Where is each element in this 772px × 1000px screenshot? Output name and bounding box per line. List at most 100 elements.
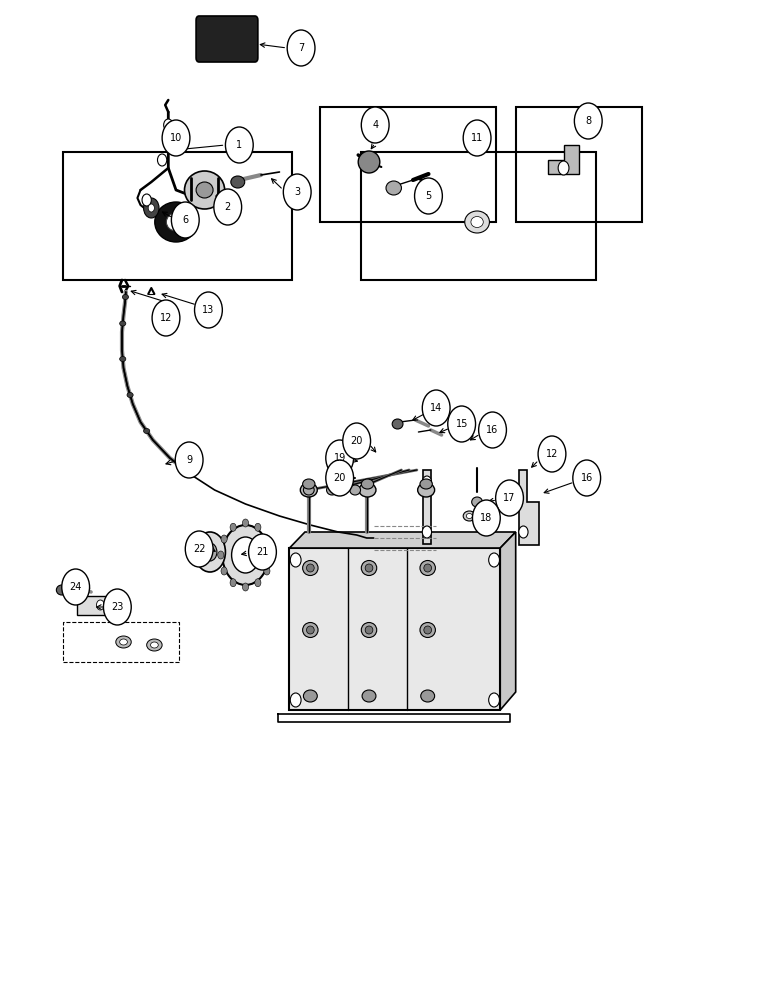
Text: 23: 23 bbox=[111, 602, 124, 612]
Ellipse shape bbox=[185, 171, 225, 209]
Ellipse shape bbox=[418, 483, 435, 497]
Polygon shape bbox=[290, 548, 500, 710]
Text: 24: 24 bbox=[69, 582, 82, 592]
Text: 20: 20 bbox=[350, 436, 363, 446]
Ellipse shape bbox=[303, 690, 317, 702]
Circle shape bbox=[558, 161, 569, 175]
Text: 3: 3 bbox=[294, 187, 300, 197]
Text: 16: 16 bbox=[581, 473, 593, 483]
Circle shape bbox=[242, 519, 249, 527]
Circle shape bbox=[463, 120, 491, 156]
Circle shape bbox=[448, 406, 476, 442]
Ellipse shape bbox=[120, 639, 127, 645]
Circle shape bbox=[574, 103, 602, 139]
Text: 18: 18 bbox=[480, 513, 493, 523]
Text: 16: 16 bbox=[486, 425, 499, 435]
Circle shape bbox=[267, 551, 273, 559]
Polygon shape bbox=[500, 532, 516, 710]
Circle shape bbox=[195, 532, 225, 572]
Circle shape bbox=[290, 693, 301, 707]
Circle shape bbox=[222, 525, 269, 585]
Circle shape bbox=[422, 390, 450, 426]
Circle shape bbox=[538, 436, 566, 472]
Circle shape bbox=[422, 476, 432, 488]
Ellipse shape bbox=[424, 626, 432, 634]
Text: 12: 12 bbox=[546, 449, 558, 459]
Text: 20: 20 bbox=[334, 473, 346, 483]
Ellipse shape bbox=[365, 564, 373, 572]
Ellipse shape bbox=[350, 485, 361, 495]
Circle shape bbox=[496, 480, 523, 516]
Text: 7: 7 bbox=[298, 43, 304, 53]
Ellipse shape bbox=[361, 479, 374, 489]
Ellipse shape bbox=[420, 479, 432, 489]
Text: 5: 5 bbox=[425, 191, 432, 201]
FancyBboxPatch shape bbox=[196, 16, 258, 62]
Text: 9: 9 bbox=[186, 455, 192, 465]
Ellipse shape bbox=[151, 642, 158, 648]
Text: 19: 19 bbox=[334, 453, 346, 463]
Circle shape bbox=[157, 154, 167, 166]
Ellipse shape bbox=[472, 497, 482, 507]
Text: 2: 2 bbox=[225, 202, 231, 212]
Ellipse shape bbox=[306, 564, 314, 572]
Ellipse shape bbox=[463, 511, 476, 521]
Ellipse shape bbox=[327, 485, 337, 495]
Text: 17: 17 bbox=[503, 493, 516, 503]
Text: 10: 10 bbox=[170, 133, 182, 143]
Ellipse shape bbox=[420, 622, 435, 638]
Ellipse shape bbox=[127, 392, 133, 397]
Text: 14: 14 bbox=[430, 403, 442, 413]
Polygon shape bbox=[423, 470, 431, 544]
Text: 4: 4 bbox=[372, 120, 378, 130]
Circle shape bbox=[96, 600, 104, 610]
Circle shape bbox=[290, 553, 301, 567]
Ellipse shape bbox=[303, 622, 318, 638]
Circle shape bbox=[472, 500, 500, 536]
Text: 15: 15 bbox=[455, 419, 468, 429]
Bar bbox=[361, 152, 596, 280]
Bar bbox=[320, 107, 496, 222]
Circle shape bbox=[221, 535, 227, 543]
Ellipse shape bbox=[56, 585, 67, 595]
Circle shape bbox=[195, 292, 222, 328]
Circle shape bbox=[203, 543, 217, 561]
Text: 6: 6 bbox=[182, 215, 188, 225]
Circle shape bbox=[144, 198, 159, 218]
Circle shape bbox=[62, 569, 90, 605]
Text: 8: 8 bbox=[585, 116, 591, 126]
Ellipse shape bbox=[465, 211, 489, 233]
Polygon shape bbox=[548, 145, 579, 174]
Circle shape bbox=[255, 579, 261, 587]
Text: 12: 12 bbox=[160, 313, 172, 323]
Ellipse shape bbox=[303, 479, 315, 489]
Circle shape bbox=[230, 579, 236, 587]
Circle shape bbox=[361, 107, 389, 143]
Ellipse shape bbox=[361, 622, 377, 638]
Bar bbox=[63, 152, 292, 280]
Ellipse shape bbox=[421, 690, 435, 702]
Circle shape bbox=[264, 567, 270, 575]
Text: 22: 22 bbox=[193, 544, 205, 554]
Ellipse shape bbox=[303, 560, 318, 576]
Circle shape bbox=[175, 442, 203, 478]
Ellipse shape bbox=[471, 217, 483, 228]
Ellipse shape bbox=[361, 560, 377, 576]
Circle shape bbox=[264, 535, 270, 543]
Ellipse shape bbox=[365, 626, 373, 634]
Polygon shape bbox=[290, 532, 516, 548]
Ellipse shape bbox=[424, 564, 432, 572]
Circle shape bbox=[283, 174, 311, 210]
Circle shape bbox=[326, 440, 354, 476]
Ellipse shape bbox=[122, 294, 128, 300]
Ellipse shape bbox=[466, 514, 472, 518]
Circle shape bbox=[218, 551, 224, 559]
Ellipse shape bbox=[420, 560, 435, 576]
Circle shape bbox=[142, 194, 151, 206]
Circle shape bbox=[287, 30, 315, 66]
Circle shape bbox=[164, 119, 173, 131]
Ellipse shape bbox=[120, 357, 126, 361]
Text: 13: 13 bbox=[202, 305, 215, 315]
Ellipse shape bbox=[144, 428, 150, 434]
Circle shape bbox=[489, 553, 499, 567]
